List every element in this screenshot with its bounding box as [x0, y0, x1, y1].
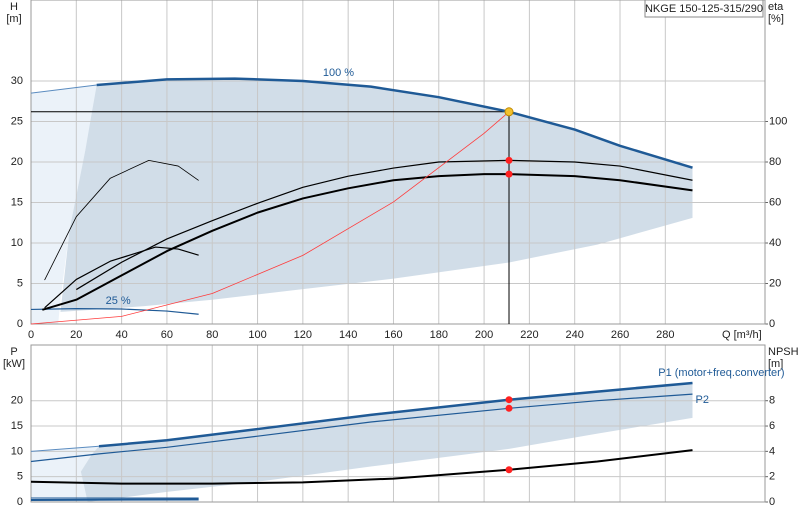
- y2-axis-label: [m]: [768, 358, 783, 370]
- y-tick-label: 5: [17, 277, 23, 289]
- curve-label: P1 (motor+freq.converter): [658, 367, 784, 379]
- range-area: [60, 78, 693, 312]
- duty-point: [505, 396, 513, 404]
- x-tick-label: 220: [520, 329, 538, 341]
- y-tick-label: 30: [11, 75, 23, 87]
- plot-frame: [30, 344, 766, 503]
- curve: [30, 498, 199, 501]
- y-tick-label: 10: [11, 445, 23, 457]
- curve: [30, 111, 510, 325]
- y2-tick-label: 0: [769, 318, 775, 330]
- curve: [42, 173, 693, 311]
- x-tick-label: 160: [384, 329, 402, 341]
- curve: [30, 308, 199, 315]
- x-tick-label: 280: [656, 329, 674, 341]
- curve: [98, 381, 693, 448]
- y-tick-label: 5: [17, 471, 23, 483]
- y2-tick-label: 6: [769, 420, 775, 432]
- y-axis-label: P: [10, 346, 17, 358]
- y-tick-label: 20: [11, 156, 23, 168]
- y2-axis-label: eta: [768, 1, 784, 13]
- y2-axis-label: [%]: [768, 13, 784, 25]
- y2-tick-label: 60: [769, 196, 781, 208]
- y2-tick-label: 100: [769, 115, 787, 127]
- curve-label: 25 %: [106, 295, 131, 307]
- x-tick-label: 120: [294, 329, 312, 341]
- range-area: [80, 382, 693, 502]
- y2-tick-label: 0: [769, 496, 775, 508]
- y-tick-label: 25: [11, 115, 23, 127]
- duty-point: [505, 404, 513, 412]
- y-tick-label: 15: [11, 420, 23, 432]
- x-tick-label: 140: [339, 329, 357, 341]
- curve: [30, 393, 693, 463]
- curve: [30, 84, 97, 94]
- x-tick-label: 20: [70, 329, 82, 341]
- y-tick-label: 20: [11, 395, 23, 407]
- y2-tick-label: 80: [769, 156, 781, 168]
- y2-tick-label: 4: [769, 445, 775, 457]
- range-area: [31, 446, 99, 502]
- x-tick-label: 0: [28, 329, 34, 341]
- range-area: [31, 85, 97, 324]
- x-tick-label: 40: [115, 329, 127, 341]
- x-tick-label: 260: [611, 329, 629, 341]
- x-tick-label: 200: [475, 329, 493, 341]
- title-box: [644, 0, 764, 18]
- curve: [30, 449, 693, 485]
- y-axis-label: [kW]: [3, 358, 25, 370]
- curve: [30, 445, 100, 452]
- y-axis-label: H: [10, 1, 18, 13]
- curve: [44, 246, 199, 309]
- curve: [44, 159, 199, 281]
- curve-label: P2: [696, 394, 709, 406]
- curve-label: 100 %: [323, 67, 354, 79]
- x-tick-label: 180: [430, 329, 448, 341]
- y2-axis-label: NPSH: [768, 346, 799, 358]
- curve: [96, 77, 693, 169]
- y2-tick-label: 40: [769, 237, 781, 249]
- x-tick-label: 80: [206, 329, 218, 341]
- x-tick-label: 100: [248, 329, 266, 341]
- plot-frame: [30, 0, 766, 325]
- y-axis-label: [m]: [6, 13, 21, 25]
- chart-title: NKGE 150-125-315/290: [645, 3, 763, 15]
- operating-point: [504, 107, 514, 117]
- curve: [75, 159, 693, 291]
- y2-tick-label: 8: [769, 395, 775, 407]
- duty-point: [505, 156, 513, 164]
- duty-point: [505, 170, 513, 178]
- x-tick-label: 240: [566, 329, 584, 341]
- y-tick-label: 0: [17, 318, 23, 330]
- y-tick-label: 15: [11, 196, 23, 208]
- y-tick-label: 0: [17, 496, 23, 508]
- x-axis-label: Q [m³/h]: [722, 329, 762, 341]
- y2-tick-label: 2: [769, 471, 775, 483]
- y2-tick-label: 20: [769, 277, 781, 289]
- x-tick-label: 60: [161, 329, 173, 341]
- y-tick-label: 10: [11, 237, 23, 249]
- duty-point: [505, 466, 513, 474]
